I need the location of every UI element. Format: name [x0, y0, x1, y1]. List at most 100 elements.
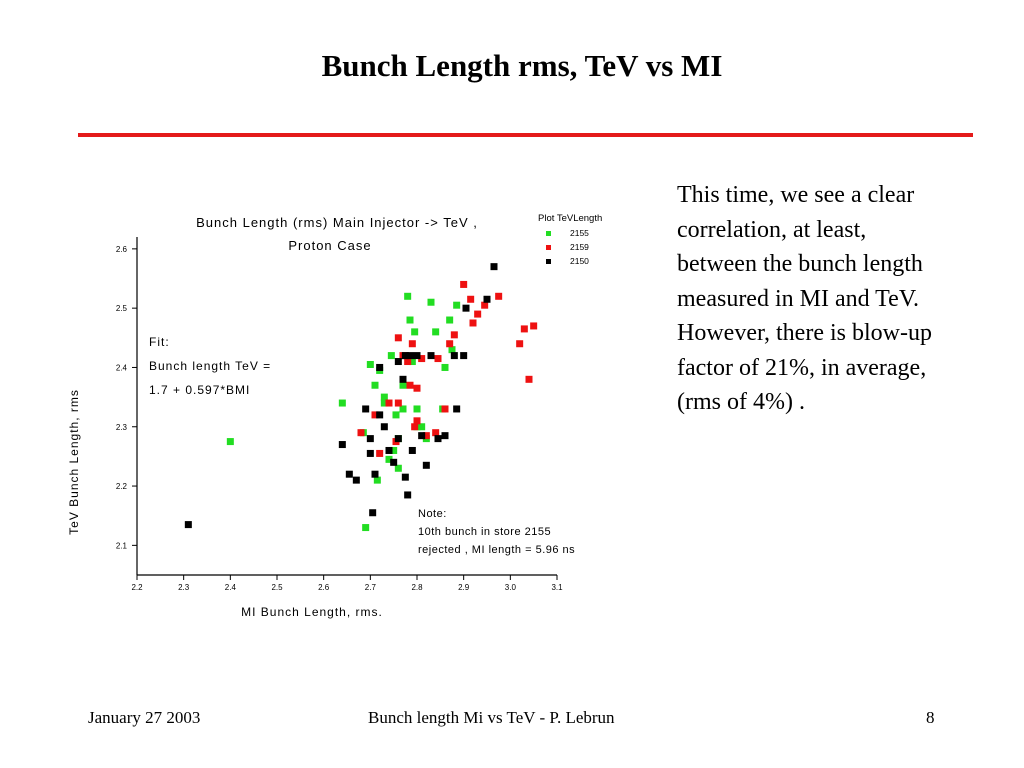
- data-point-2150: [408, 446, 416, 454]
- data-point-2150: [422, 461, 430, 469]
- data-point-2150: [380, 423, 388, 431]
- x-tick-label: 3.1: [551, 583, 563, 592]
- data-point-2159: [357, 429, 365, 437]
- data-point-2155: [406, 316, 414, 324]
- data-point-2150: [390, 458, 398, 466]
- data-point-2159: [481, 301, 489, 309]
- data-point-2159: [446, 340, 454, 348]
- note-annotation: Note: 10th bunch in store 2155 rejected , …: [418, 508, 575, 556]
- x-tick-label: 2.6: [318, 583, 330, 592]
- data-point-2150: [371, 470, 379, 478]
- note-text-line: rejected , MI length = 5.96 ns: [418, 544, 575, 556]
- data-point-2155: [411, 328, 419, 336]
- body-line: However, there is blow-up: [677, 320, 932, 346]
- x-tick-label: 2.2: [131, 583, 143, 592]
- data-point-2159: [411, 423, 419, 431]
- slide-body-text: This time, we see a clear correlation, a…: [677, 178, 1007, 420]
- data-point-2150: [450, 352, 458, 360]
- data-point-2150: [369, 509, 377, 517]
- data-point-2150: [483, 295, 491, 303]
- data-point-2159: [422, 432, 430, 440]
- data-point-2159: [495, 292, 503, 300]
- data-point-2159: [434, 355, 442, 363]
- data-point-2159: [467, 295, 475, 303]
- chart-title-line-1: Bunch Length (rms) Main Injector -> TeV …: [196, 215, 478, 230]
- x-tick-label: 3.0: [505, 583, 517, 592]
- data-point-2155: [427, 298, 435, 306]
- data-point-2150: [460, 352, 468, 360]
- data-point-2159: [406, 381, 414, 389]
- data-point-2159: [469, 319, 477, 327]
- legend-label-2155: 2155: [570, 228, 589, 238]
- legend-marker-2150: [546, 259, 551, 264]
- data-point-2150: [401, 352, 409, 360]
- title-rule: [78, 133, 973, 137]
- legend-label-2150: 2150: [570, 256, 589, 266]
- data-point-2155: [392, 411, 400, 419]
- data-point-2150: [366, 449, 374, 457]
- data-point-2150: [385, 446, 393, 454]
- data-point-2159: [413, 384, 421, 392]
- data-point-2155: [394, 464, 402, 472]
- data-point-2150: [394, 435, 402, 443]
- data-point-2159: [385, 399, 393, 407]
- scatter-chart: Bunch Length (rms) Main Injector -> TeV …: [67, 213, 602, 619]
- data-point-2150: [362, 405, 370, 413]
- data-point-2155: [387, 352, 395, 360]
- data-point-2150: [394, 358, 402, 366]
- fit-text-line: Fit:: [149, 335, 170, 349]
- body-line: measured in MI and TeV.: [677, 285, 920, 312]
- data-point-2150: [434, 435, 442, 443]
- data-point-2155: [413, 405, 421, 413]
- body-line: between the bunch length: [677, 251, 923, 277]
- data-point-2155: [371, 381, 379, 389]
- y-tick-label: 2.6: [116, 245, 128, 254]
- data-point-2155: [446, 316, 454, 324]
- x-axis-label: MI Bunch Length, rms.: [241, 605, 383, 619]
- data-point-2155: [404, 292, 412, 300]
- footer-title: Bunch length Mi vs TeV - P. Lebrun: [368, 708, 615, 727]
- data-point-2155: [385, 455, 393, 463]
- data-point-2150: [366, 435, 374, 443]
- data-point-2150: [352, 476, 360, 484]
- fit-text-line: 1.7 + 0.597*BMI: [149, 383, 250, 397]
- data-point-2150: [441, 432, 449, 440]
- data-point-2150: [338, 441, 346, 449]
- slide-title: Bunch Length rms, TeV vs MI: [321, 48, 723, 83]
- data-point-2155: [441, 363, 449, 371]
- data-point-2159: [516, 340, 524, 348]
- data-point-2150: [490, 263, 498, 271]
- data-point-2150: [413, 352, 421, 360]
- data-point-2159: [404, 358, 412, 366]
- fit-annotation: Fit: Bunch length TeV = 1.7 + 0.597*BMI: [149, 335, 270, 397]
- x-tick-label: 2.8: [411, 583, 423, 592]
- data-point-2150: [462, 304, 470, 312]
- data-point-2155: [399, 381, 407, 389]
- data-point-2159: [418, 355, 426, 363]
- note-text-line: 10th bunch in store 2155: [418, 526, 551, 538]
- note-text-line: Note:: [418, 508, 447, 520]
- legend-title: Plot TeVLength: [538, 213, 602, 224]
- chart-title-line-2: Proton Case: [288, 238, 371, 253]
- data-point-2159: [376, 449, 384, 457]
- data-point-2150: [427, 352, 435, 360]
- data-point-2150: [376, 411, 384, 419]
- body-line: This time, we see a clear: [677, 182, 915, 208]
- page-number: 8: [926, 708, 935, 727]
- data-point-2159: [394, 334, 402, 342]
- data-point-2155: [399, 405, 407, 413]
- data-point-2159: [520, 325, 528, 333]
- data-point-2159: [371, 411, 379, 419]
- data-point-2155: [373, 476, 381, 484]
- data-point-2159: [441, 405, 449, 413]
- data-points: [184, 263, 538, 532]
- data-point-2150: [453, 405, 461, 413]
- axes: 2.2 2.3 2.4 2.5 2.6 2.7 2.8 2.9 3.0 3.1 2.1 2.2 2.3 2…: [116, 237, 563, 592]
- data-point-2155: [448, 346, 456, 354]
- data-point-2150: [404, 491, 412, 499]
- y-tick-label: 2.4: [116, 363, 128, 372]
- data-point-2155: [408, 358, 416, 366]
- y-axis-label: TeV Bunch Length, rms: [67, 389, 81, 535]
- data-point-2150: [418, 432, 426, 440]
- x-tick-label: 2.5: [271, 583, 283, 592]
